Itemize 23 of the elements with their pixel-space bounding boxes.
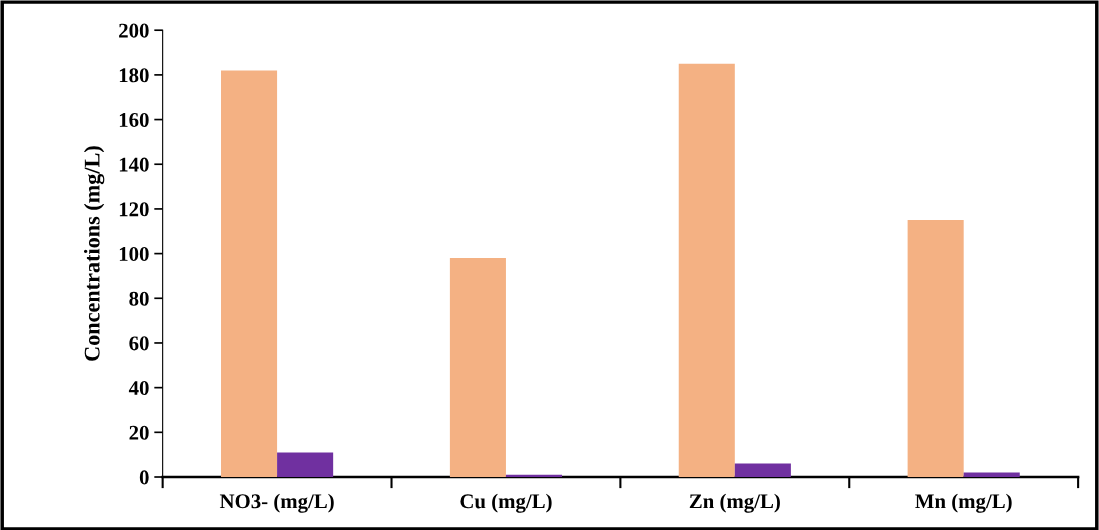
- bar: [449, 258, 506, 477]
- y-tick-label: 20: [129, 425, 149, 440]
- y-tick-label: 200: [119, 23, 149, 38]
- bar: [277, 452, 334, 477]
- y-tick-label: 120: [119, 202, 149, 217]
- x-tick-label: Zn (mg/L): [689, 493, 780, 513]
- y-tick-label: 40: [128, 381, 149, 396]
- y-tick-label: 60: [129, 336, 149, 351]
- bar: [505, 474, 563, 477]
- x-tick-label: NO3- (mg/L): [219, 493, 334, 513]
- bar: [734, 463, 791, 477]
- y-tick-label: 160: [119, 112, 149, 127]
- y-tick-label: 0: [139, 470, 149, 485]
- bar: [221, 70, 278, 477]
- y-axis-title: Concentrations (mg/L): [83, 146, 105, 361]
- y-tick-label: 80: [129, 291, 149, 306]
- bar: [678, 63, 735, 477]
- y-tick-label: 140: [119, 157, 149, 172]
- bar: [907, 220, 964, 477]
- x-tick-label: Mn (mg/L): [915, 493, 1012, 513]
- y-tick-label: 100: [119, 246, 149, 262]
- x-tick-label: Cu (mg/L): [460, 493, 552, 513]
- y-tick-label: 180: [119, 68, 149, 83]
